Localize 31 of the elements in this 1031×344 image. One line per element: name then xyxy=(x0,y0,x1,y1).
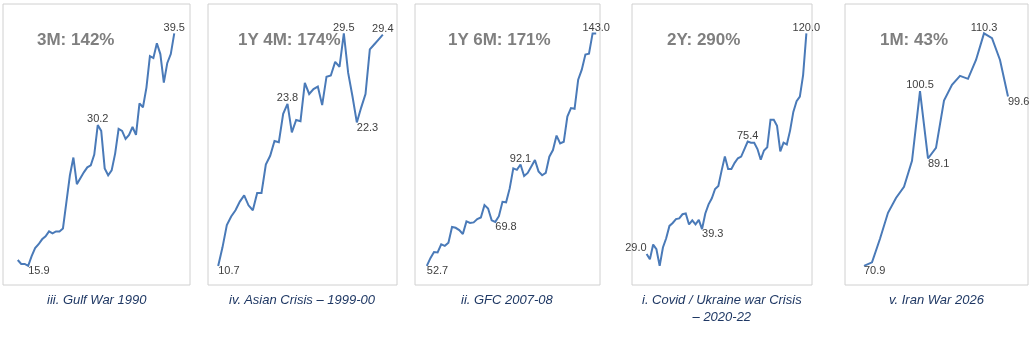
chart-subtitle: 1Y 6M: 171% xyxy=(448,30,551,49)
data-label: 15.9 xyxy=(28,264,50,277)
text: iv. Asian Crisis – 1999-00 xyxy=(229,292,376,307)
data-label: 75.4 xyxy=(736,128,759,141)
data-label: 89.1 xyxy=(928,156,950,169)
data-label: 30.2 xyxy=(87,112,109,125)
chart-subtitle: 1M: 43% xyxy=(880,30,949,49)
text: v. Iran War 2026 xyxy=(889,292,985,307)
data-label: 100.5 xyxy=(906,78,934,91)
data-label: 120.0 xyxy=(792,20,821,33)
data-label: 22.3 xyxy=(356,120,379,133)
data-label: 10.7 xyxy=(218,264,240,277)
data-label: 69.8 xyxy=(495,220,517,233)
data-label: 23.8 xyxy=(276,91,299,104)
data-label: 52.7 xyxy=(426,264,449,277)
data-label: 29.4 xyxy=(372,21,394,34)
data-label: 39.3 xyxy=(702,227,724,240)
data-label: 92.1 xyxy=(509,151,532,164)
chart-subtitle: 1Y 4M: 174% xyxy=(238,30,341,49)
data-label: 110.3 xyxy=(970,20,998,33)
text: iii. Gulf War 1990 xyxy=(47,292,148,307)
chart-subtitle: 2Y: 290% xyxy=(667,30,741,49)
data-label: 99.6 xyxy=(1008,94,1030,107)
text: ii. GFC 2007-08 xyxy=(461,292,554,307)
data-label: 39.5 xyxy=(163,20,185,33)
data-label: 29.0 xyxy=(625,241,647,254)
data-label: 70.9 xyxy=(864,264,886,277)
data-label: 29.5 xyxy=(333,20,355,33)
text: i. Covid / Ukraine war Crisis – 2020-22 xyxy=(642,292,803,324)
data-label: 143.0 xyxy=(582,20,610,33)
chart-subtitle: 3M: 142% xyxy=(37,30,115,49)
